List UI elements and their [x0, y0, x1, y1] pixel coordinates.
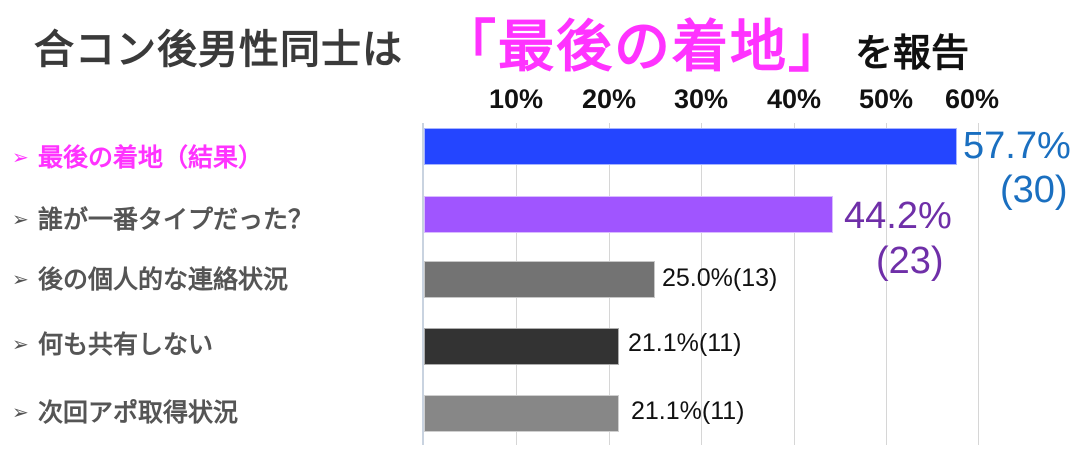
bar-final-landing: [424, 128, 957, 165]
x-tick: 20%: [581, 84, 637, 114]
arrow-bullet-icon: ➢: [12, 207, 29, 231]
x-tick: 30%: [673, 84, 729, 114]
x-tick: 40%: [766, 84, 822, 114]
value-label: 21.1%(11): [631, 397, 745, 425]
x-axis-ticks: 10% 20% 30% 40% 50% 60%: [0, 84, 1080, 118]
y-axis-line: [422, 123, 424, 445]
category-label: ➢ 誰が一番タイプだった？: [12, 205, 314, 234]
chart-title: 合コン後男性同士は 「最後の着地」 を報告: [0, 0, 1080, 80]
bar-who-was-type: [424, 196, 833, 233]
category-label: ➢ 何も共有しない: [12, 330, 214, 359]
count-label: (23): [876, 240, 944, 282]
value-label: 57.7%: [963, 125, 1071, 167]
bar-share-nothing: [424, 328, 619, 365]
plot-area: 57.7% (30) 44.2% (23) 25.0%(13) 21.1%(11…: [422, 123, 1071, 445]
gridline: [794, 123, 795, 445]
arrow-bullet-icon: ➢: [12, 332, 29, 356]
value-label: 25.0%(13): [662, 264, 778, 292]
count-label: (30): [1000, 169, 1068, 211]
gridline: [978, 123, 979, 445]
x-tick: 50%: [858, 84, 914, 114]
x-tick: 10%: [488, 84, 544, 114]
category-label: ➢ 最後の着地（結果）: [12, 143, 264, 172]
bar-personal-contact: [424, 261, 655, 298]
title-tail: を報告: [855, 31, 970, 75]
arrow-bullet-icon: ➢: [12, 267, 29, 291]
x-tick: 60%: [944, 84, 1000, 114]
value-label: 44.2%: [844, 195, 952, 237]
arrow-bullet-icon: ➢: [12, 400, 29, 424]
category-label: ➢ 後の個人的な連絡状況: [12, 265, 289, 294]
gridline: [701, 123, 702, 445]
bar-next-appointment: [424, 395, 619, 432]
category-label: ➢ 次回アポ取得状況: [12, 398, 239, 427]
title-main: 合コン後男性同士は: [34, 27, 403, 73]
value-label: 21.1%(11): [628, 329, 742, 357]
gridline: [886, 123, 887, 445]
arrow-bullet-icon: ➢: [12, 145, 29, 169]
title-accent: 「最後の着地」: [440, 15, 846, 80]
